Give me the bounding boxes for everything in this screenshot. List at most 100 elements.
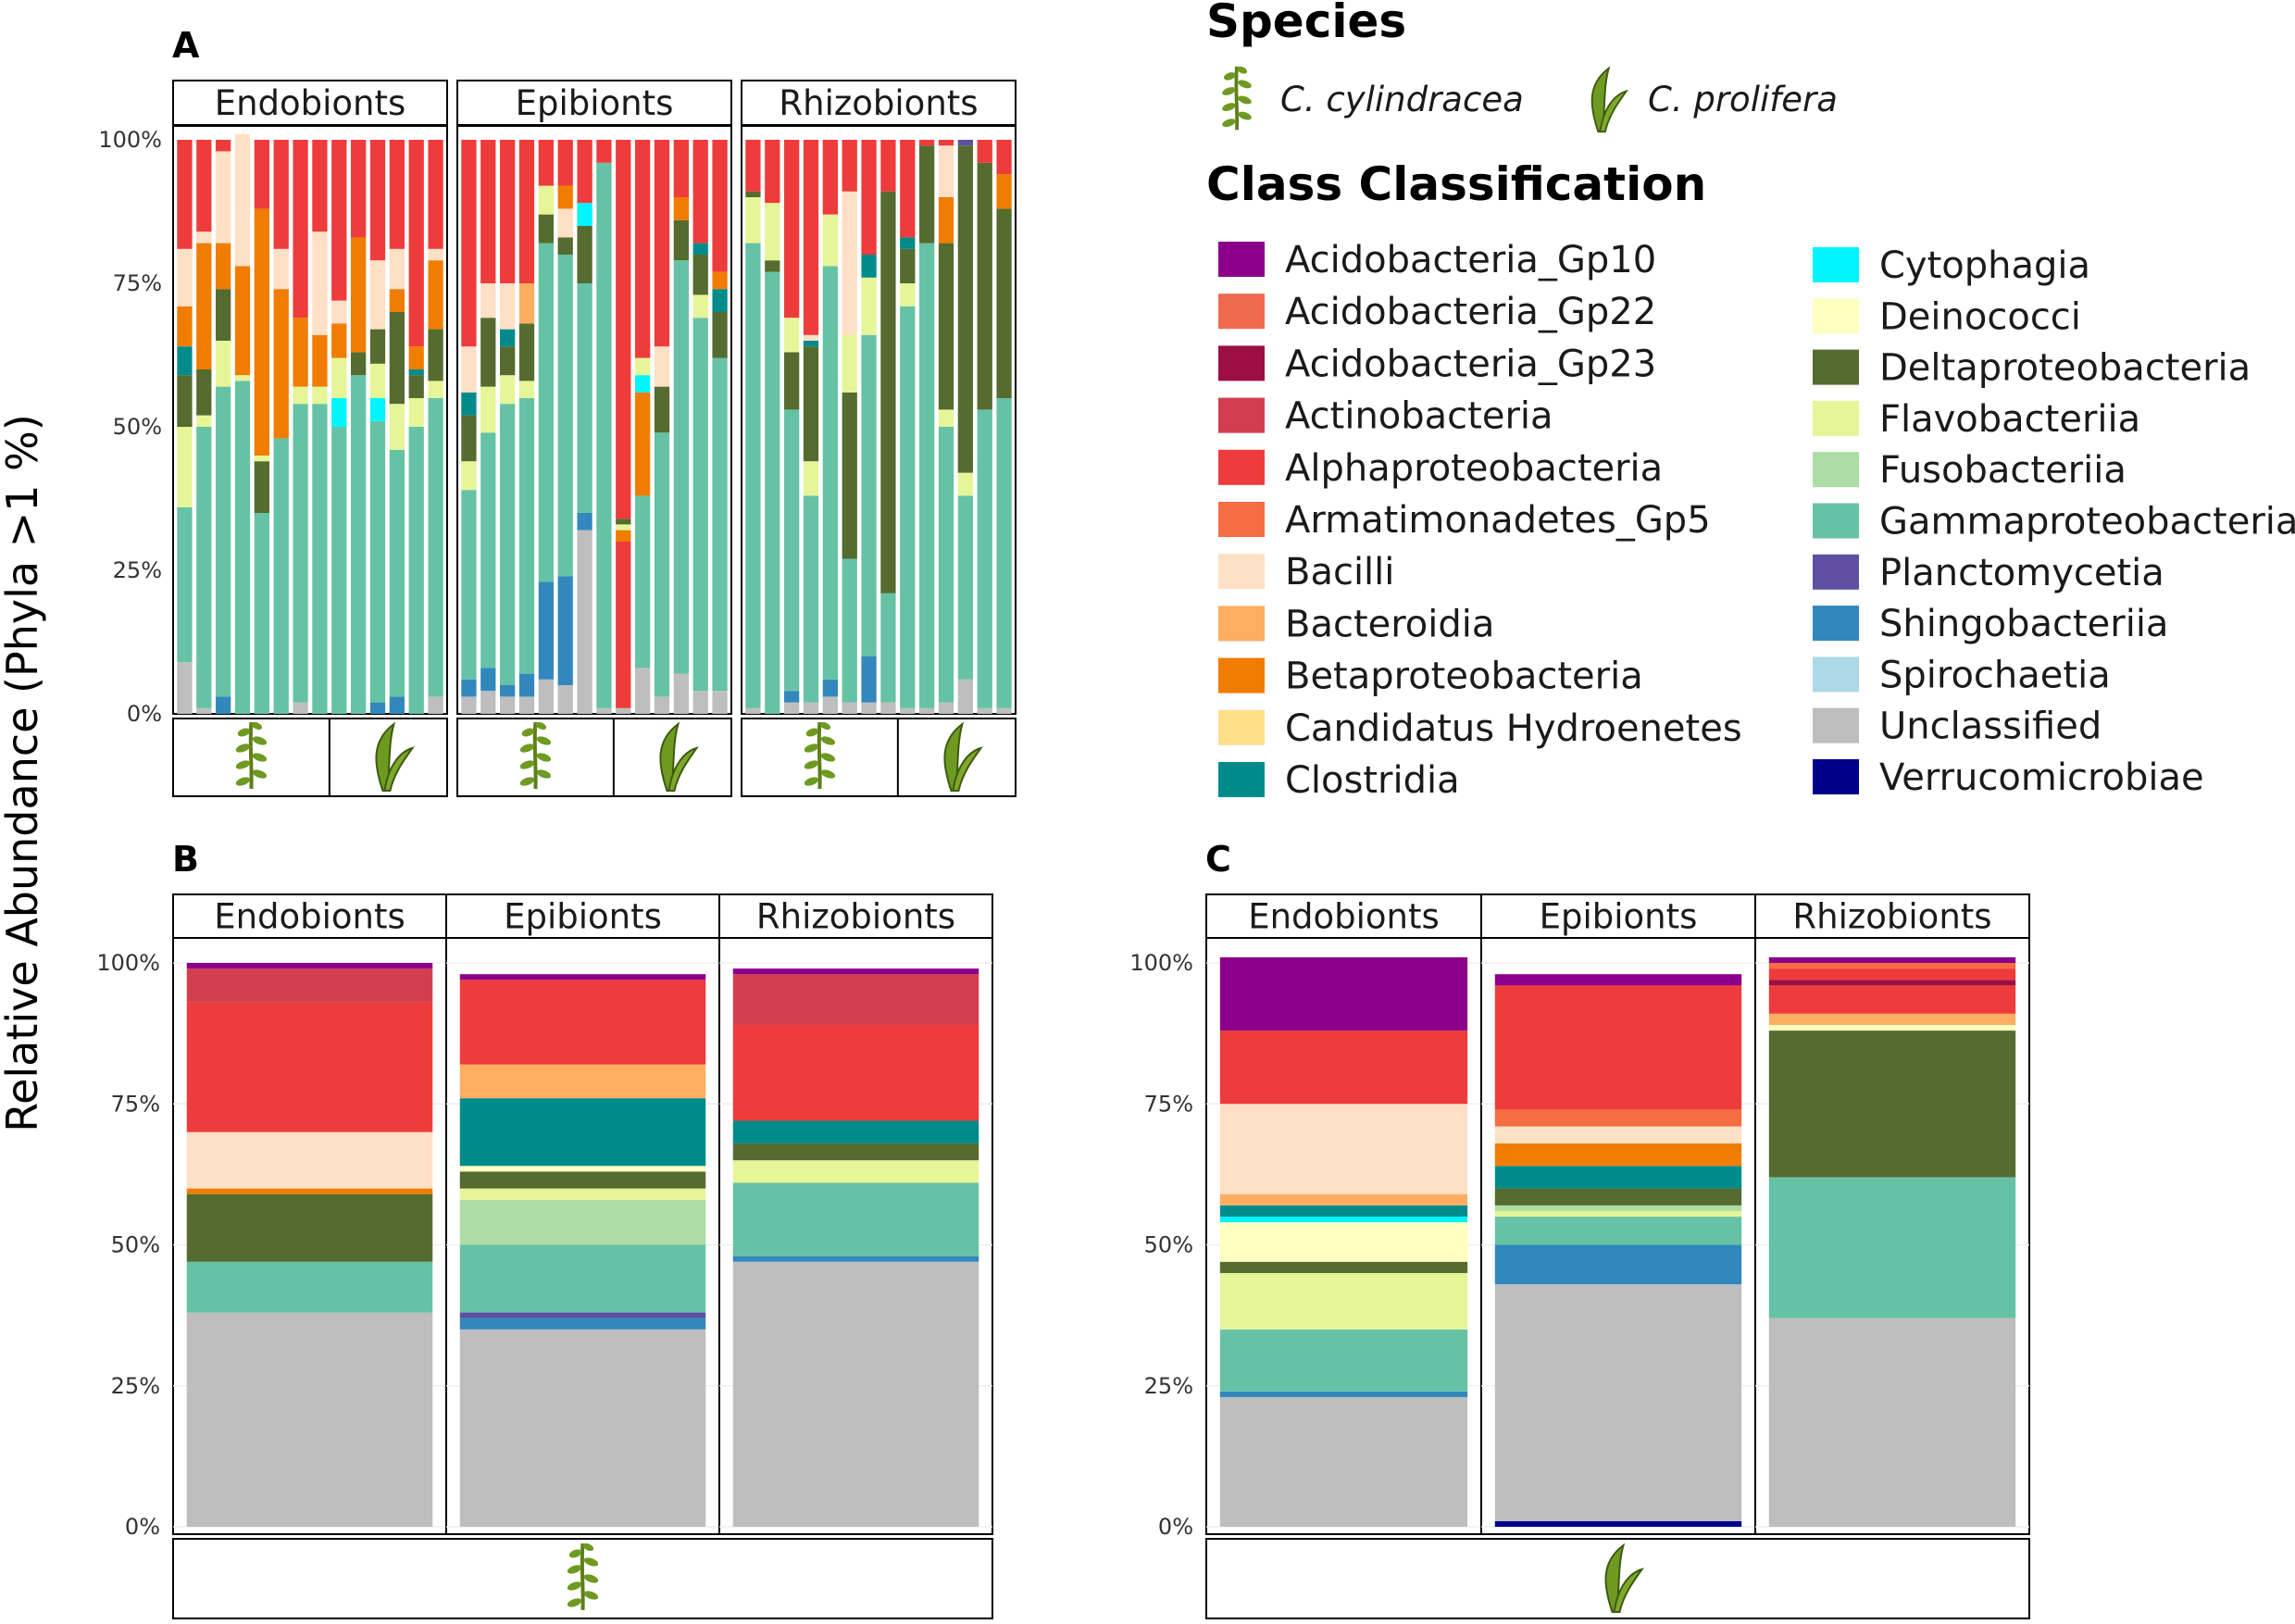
- panel-a-epibionts-6-seg-3-deltaproteobacteria: [557, 237, 573, 255]
- panel-a-rhizobionts-8-seg-0-unclassified: [880, 702, 896, 714]
- panel-a-bar-rhizobionts-1: [745, 140, 761, 714]
- legend-swatch-deinococci: [1813, 298, 1859, 334]
- panel-a-bar-rhizobionts-8: [880, 140, 896, 714]
- panel-a-epibionts-12-seg-4-alphaproteobacteria: [673, 140, 689, 197]
- panel-b-bar-rhizobionts: [732, 968, 979, 1527]
- panel-a-bar-endobionts-11: [369, 140, 386, 714]
- legend-label-fusobacteriia: Fusobacteriia: [1879, 449, 2127, 492]
- panel-b-facet-endobionts: Endobionts: [172, 893, 447, 1535]
- panel-c-endobionts-seg-7-clostridia: [1219, 1205, 1468, 1218]
- panel-c-strip-label-endobionts: Endobionts: [1248, 897, 1440, 937]
- panel-b-rhizobionts-seg-7-actinobacteria: [732, 974, 979, 1025]
- panel-c-facet-epibionts: Epibionts: [1480, 893, 1756, 1535]
- panel-c-epibionts-seg-2-shingobacteriia: [1494, 1244, 1742, 1285]
- legend-item-deltaproteobacteria: Deltaproteobacteria: [1813, 347, 2251, 390]
- panel-a-epibionts-8-seg-0-unclassified: [596, 707, 612, 714]
- panel-b-strip-rhizobionts: [718, 893, 993, 939]
- panel-b-epibionts-seg-6-deltaproteobacteria: [459, 1171, 706, 1189]
- legend-swatch-deltaproteobacteria: [1813, 349, 1859, 385]
- panel-a-endobionts-9-seg-3-betaproteobacteria: [331, 323, 347, 358]
- panel-b-epibionts-seg-5-flavobacteriia: [459, 1188, 706, 1200]
- panel-a-epibionts-6-seg-2-gammaproteobacteria: [557, 255, 573, 577]
- panel-a-epibionts-2-seg-0-unclassified: [480, 691, 496, 714]
- panel-c-bar-endobionts: [1219, 956, 1468, 1527]
- panel-a-rhizobionts-1-seg-1-gammaproteobacteria: [745, 243, 761, 708]
- panel-c-epibionts-seg-3-gammaproteobacteria: [1494, 1217, 1742, 1245]
- panel-c-rhizobionts-seg-8-armatimonadetes-gp5: [1768, 963, 2016, 969]
- panel-a-epibionts-5-seg-1-shingobacteriia: [538, 581, 554, 680]
- panel-a-epibionts-10-seg-1-gammaproteobacteria: [635, 495, 651, 668]
- panel-a-endobionts-10-seg-1-deltaproteobacteria: [351, 352, 367, 376]
- panel-a-epibionts-2-seg-6-alphaproteobacteria: [480, 140, 496, 283]
- panel-a-rhizobionts-2-seg-3-alphaproteobacteria: [765, 140, 780, 204]
- panel-a-endobionts-6-seg-0-gammaproteobacteria: [273, 438, 289, 714]
- panel-b-rhizobionts-seg-3-flavobacteriia: [732, 1160, 979, 1183]
- panel-a-epibionts-14-seg-5-alphaproteobacteria: [712, 140, 728, 272]
- panel-a-endobionts-14-seg-5-bacilli: [428, 248, 443, 261]
- panel-a-rhizobionts-8-seg-1-gammaproteobacteria: [880, 593, 896, 703]
- legend-swatch-gammaproteobacteria: [1813, 503, 1859, 539]
- panel-a-bar-epibionts-14: [712, 140, 728, 714]
- legend-swatch-spirochaetia: [1813, 656, 1859, 693]
- panel-a-endobionts-13-seg-3-clostridia: [408, 369, 424, 376]
- panel-a-plot-area-epibionts: [456, 125, 732, 715]
- panel-a-rhizobionts-1-seg-4-alphaproteobacteria: [745, 140, 761, 192]
- panel-b-epibionts-seg-9-bacteroidia: [459, 1064, 706, 1099]
- panel-label-a: A: [172, 25, 200, 66]
- panel-a-bar-epibionts-9: [616, 140, 631, 714]
- panel-a-facet-epibionts: Epibionts: [456, 80, 732, 797]
- panel-a-epibionts-10-seg-0-unclassified: [635, 668, 651, 714]
- panel-a-endobionts-9-seg-0-gammaproteobacteria: [331, 427, 347, 714]
- panel-c-strip-endobionts: [1205, 893, 1482, 939]
- panel-a-bar-endobionts-2: [196, 140, 212, 714]
- panel-c-rhizobionts-seg-9-acidobacteria-gp10: [1768, 956, 2016, 963]
- panel-a-rhizobionts-12-seg-2-flavobacteriia: [957, 472, 973, 496]
- panel-c-endobionts-seg-9-bacilli: [1219, 1104, 1468, 1194]
- panel-c-epibionts-seg-12-acidobacteria-gp10: [1494, 974, 1742, 986]
- panel-a-bar-endobionts-5: [254, 140, 269, 714]
- panel-a-rhizobionts-10-seg-1-gammaproteobacteria: [919, 243, 935, 708]
- panel-c-y-tick-2: 50%: [1144, 1232, 1193, 1258]
- legend-item-acidobacteria-gp22: Acidobacteria_Gp22: [1218, 291, 1656, 333]
- legend-label-verrucomicrobiae: Verrucomicrobiae: [1879, 756, 2204, 799]
- panel-a-epibionts-9-seg-0-unclassified: [616, 707, 631, 714]
- panel-b-bar-endobionts: [186, 963, 433, 1527]
- panel-a-rhizobionts-12-seg-3-deltaproteobacteria: [957, 145, 973, 473]
- panel-a-rhizobionts-13-seg-0-unclassified: [977, 707, 992, 714]
- panel-a-epibionts-9-seg-1-alphaproteobacteria: [616, 542, 631, 708]
- panel-a-bar-epibionts-3: [500, 140, 516, 714]
- panel-a-rhizobionts-13-seg-2-deltaproteobacteria: [977, 162, 992, 410]
- panel-a-endobionts-14-seg-0-unclassified: [428, 696, 443, 714]
- panel-a-endobionts-1-seg-5-betaproteobacteria: [177, 306, 193, 347]
- panel-b-y-tick-3: 75%: [111, 1091, 160, 1117]
- panel-a-rhizobionts-6-seg-3-flavobacteriia: [842, 334, 857, 393]
- panel-a-y-tick-1: 25%: [113, 557, 162, 583]
- legend-swatch-acidobacteria-gp10: [1218, 242, 1265, 277]
- panel-a-epibionts-3-seg-3-flavobacteriia: [500, 375, 516, 405]
- legend-label-candidatus-hydroenetes: Candidatus Hydroenetes: [1285, 707, 1742, 750]
- panel-a-endobionts-14-seg-3-deltaproteobacteria: [428, 329, 443, 381]
- panel-b-rhizobionts-seg-6-alphaproteobacteria: [732, 1024, 979, 1121]
- panel-a-strip-label-endobionts: Endobionts: [215, 83, 406, 123]
- panel-a-epibionts-4-seg-0-unclassified: [518, 696, 535, 714]
- panel-a-rhizobionts-2-seg-0-gammaproteobacteria: [765, 271, 780, 714]
- panel-a-bar-epibionts-10: [635, 140, 651, 714]
- panel-a-bar-epibionts-12: [673, 140, 689, 714]
- panel-a-rhizobionts-5-seg-0-unclassified: [822, 696, 838, 714]
- panel-b-y-tick-0: 0%: [125, 1514, 160, 1540]
- panel-b-epibionts-seg-10-alphaproteobacteria: [459, 980, 706, 1065]
- panel-b-epibionts-seg-8-clostridia: [459, 1098, 706, 1167]
- panel-a-rhizobionts-12-seg-4-planctomycetia: [957, 140, 973, 146]
- legend-swatch-acidobacteria-gp22: [1218, 294, 1265, 330]
- panel-a-rhizobionts-12-seg-0-unclassified: [957, 679, 973, 714]
- panel-a-epibionts-14-seg-0-unclassified: [712, 691, 728, 714]
- legend-item-armatimonadetes-gp5: Armatimonadetes_Gp5: [1218, 499, 1711, 542]
- legend-label-armatimonadetes-gp5: Armatimonadetes_Gp5: [1285, 499, 1711, 542]
- panel-a-epibionts-10-seg-4-flavobacteriia: [635, 357, 651, 376]
- legend-class-title: Class Classification: [1206, 157, 1706, 211]
- panel-a-epibionts-11-seg-3-bacilli: [654, 346, 670, 387]
- panel-a-strip-rhizobionts: [741, 80, 1017, 126]
- legend-swatch-shingobacteriia: [1813, 606, 1859, 642]
- panel-c-epibionts-seg-8-betaproteobacteria: [1494, 1143, 1742, 1167]
- legend-item-deinococci: Deinococci: [1813, 295, 2081, 338]
